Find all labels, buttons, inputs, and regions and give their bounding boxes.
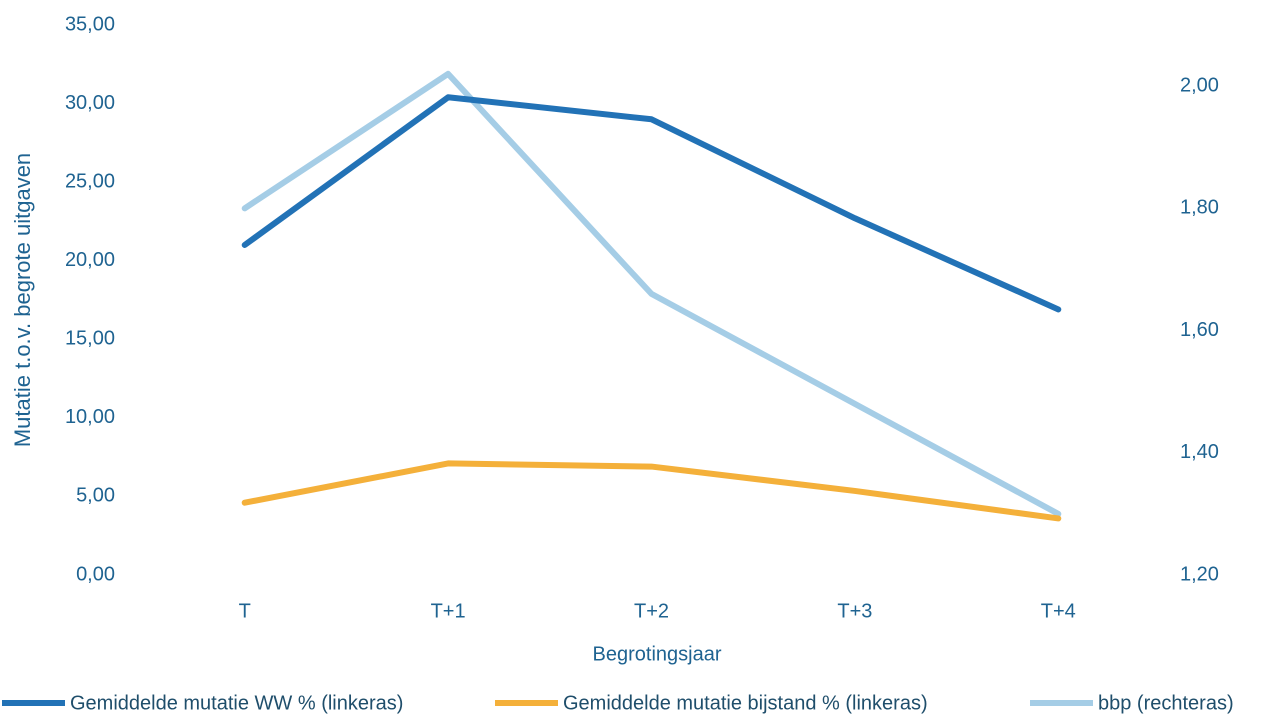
x-axis-title: Begrotingsjaar — [593, 643, 722, 665]
y2-tick-label: 2,00 — [1180, 74, 1219, 96]
y2-tick-label: 1,20 — [1180, 563, 1219, 585]
y-tick-label: 25,00 — [65, 170, 115, 192]
y-tick-label: 35,00 — [65, 13, 115, 35]
legend-label: Gemiddelde mutatie bijstand % (linkeras) — [563, 692, 928, 714]
y2-tick-label: 1,40 — [1180, 441, 1219, 463]
series-line — [241, 94, 1062, 313]
x-tick-label: T+4 — [1041, 600, 1076, 622]
y2-tick-label: 1,60 — [1180, 319, 1219, 341]
y-tick-label: 5,00 — [76, 485, 115, 507]
y2-tick-label: 1,80 — [1180, 197, 1219, 219]
series-line — [241, 70, 1062, 517]
y-axis-title: Mutatie t.o.v. begrote uitgaven — [10, 153, 35, 447]
x-tick-label: T+1 — [431, 600, 466, 622]
legend-label: Gemiddelde mutatie WW % (linkeras) — [70, 692, 403, 714]
y-tick-label: 20,00 — [65, 249, 115, 271]
x-tick-label: T — [239, 600, 251, 622]
y-tick-label: 15,00 — [65, 328, 115, 350]
y-tick-label: 0,00 — [76, 563, 115, 585]
series-line — [241, 460, 1062, 522]
y-tick-label: 30,00 — [65, 92, 115, 114]
y-tick-label: 10,00 — [65, 406, 115, 428]
x-tick-label: T+3 — [837, 600, 872, 622]
x-tick-label: T+2 — [634, 600, 669, 622]
legend-label: bbp (rechteras) — [1098, 692, 1234, 714]
